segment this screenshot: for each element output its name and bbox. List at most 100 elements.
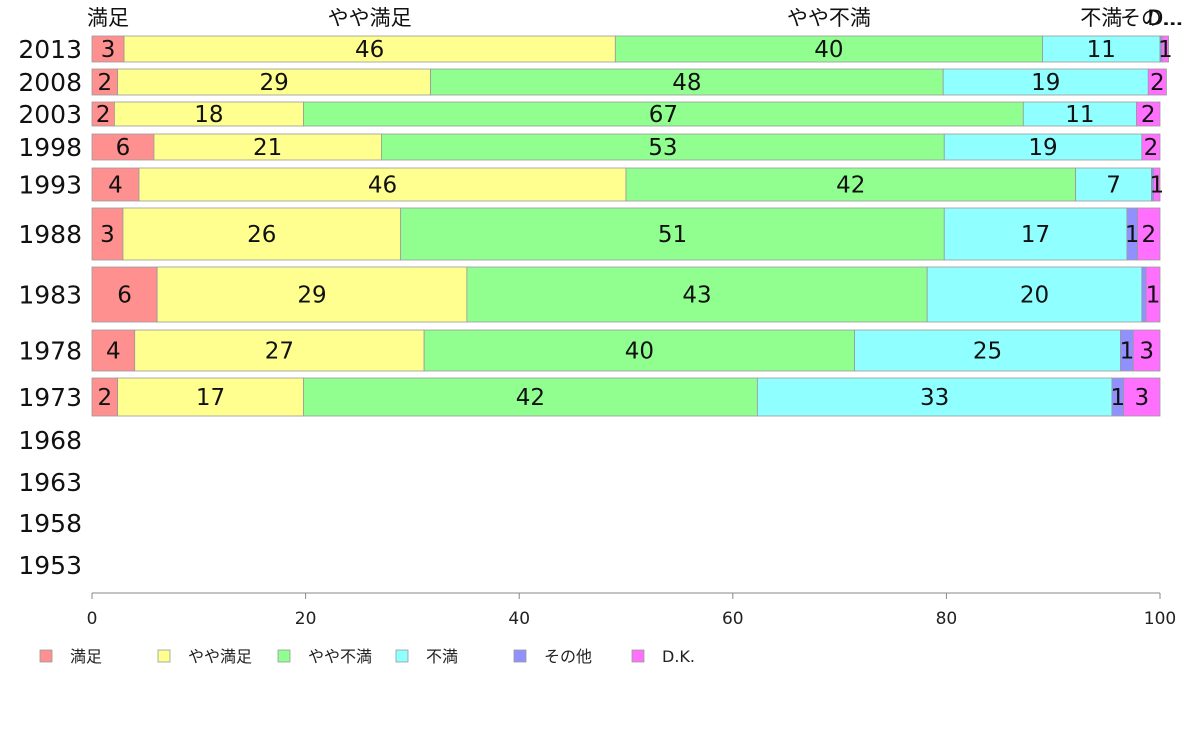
bar-value-label: 46 (368, 173, 397, 199)
bar-value-label: 25 (973, 339, 1002, 365)
bar-segment (91, 68, 119, 96)
bar-value-label: 21 (253, 135, 282, 161)
series-top-label: やや満足 (328, 6, 412, 30)
category-label: 1963 (18, 468, 82, 497)
bar-segment (625, 167, 1077, 202)
bar-segment (123, 35, 616, 63)
bar-segment (91, 133, 155, 161)
bar-segment (91, 35, 125, 63)
bar-value-label: 6 (117, 283, 132, 309)
bar-segment (854, 329, 1121, 372)
bar-value-label: 42 (516, 385, 545, 411)
bar-value-label: 1 (1158, 37, 1173, 63)
bar-value-label: 7 (1106, 173, 1121, 199)
category-label: 2003 (18, 100, 82, 129)
category-label: 1998 (18, 133, 82, 162)
bar-value-label: 1 (1110, 385, 1125, 411)
bar-segment (91, 207, 124, 261)
bar-value-label: 17 (1021, 222, 1050, 248)
bar-segment (1042, 35, 1161, 63)
x-tick-label: 0 (87, 609, 98, 629)
bar-segment (153, 133, 382, 161)
bar-value-label: 33 (920, 385, 949, 411)
bar-segment (466, 266, 928, 323)
bar-segment (91, 266, 158, 323)
bar-value-label: 4 (106, 339, 121, 365)
bar-value-label: 46 (355, 37, 384, 63)
x-tick-label: 60 (722, 609, 744, 629)
bar-value-label: 1 (1125, 222, 1140, 248)
bar-segment (1145, 266, 1161, 323)
legend-swatch (513, 649, 527, 663)
bar-value-label: 3 (101, 37, 116, 63)
bar-value-label: 1 (1146, 283, 1161, 309)
x-tick-label: 80 (936, 609, 958, 629)
bar-value-label: 29 (259, 70, 288, 96)
bar-value-label: 2 (1144, 135, 1159, 161)
legend-label: やや不満 (308, 647, 372, 666)
bar-segment (1161, 35, 1169, 63)
bar-value-label: 43 (682, 283, 711, 309)
bar-value-label: 2 (96, 102, 111, 128)
x-tick-label: 20 (295, 609, 317, 629)
bar-value-label: 1 (1149, 173, 1164, 199)
bar-value-label: 29 (297, 283, 326, 309)
bar-segment (1137, 207, 1161, 261)
bar-segment (91, 167, 140, 202)
bar-segment (400, 207, 945, 261)
bar-value-label: 6 (116, 135, 131, 161)
bar-segment (134, 329, 425, 372)
category-label: 1978 (18, 337, 82, 366)
series-top-label: 満足 (87, 6, 129, 30)
category-label: 1988 (18, 220, 82, 249)
bar-value-label: 2 (97, 70, 112, 96)
legend-label: やや満足 (188, 647, 252, 666)
bar-value-label: 2 (1141, 222, 1156, 248)
legend-swatch (157, 649, 171, 663)
x-tick-label: 40 (508, 609, 530, 629)
bar-segment (942, 68, 1149, 96)
bar-segment (381, 133, 945, 161)
category-label: 1968 (18, 426, 82, 455)
bar-value-label: 48 (672, 70, 701, 96)
bar-segment (1022, 101, 1137, 127)
legend-label: 満足 (70, 647, 102, 666)
legend-swatch (277, 649, 291, 663)
bar-value-label: 3 (100, 222, 115, 248)
category-label: 2008 (18, 68, 82, 97)
bar-value-label: 2 (97, 385, 112, 411)
bar-value-label: 2 (1141, 102, 1156, 128)
bar-value-label: 3 (1139, 339, 1154, 365)
bar-value-label: 3 (1135, 385, 1150, 411)
bar-value-label: 67 (649, 102, 678, 128)
bar-segment (1123, 377, 1161, 417)
series-top-label: その... (1120, 6, 1182, 30)
category-label: 1973 (18, 383, 82, 412)
bar-value-label: 40 (625, 339, 654, 365)
legend-label: 不満 (426, 647, 458, 666)
category-label: 1953 (18, 551, 82, 580)
bar-value-label: 11 (1065, 102, 1094, 128)
x-tick-label: 100 (1144, 609, 1176, 629)
bar-value-label: 19 (1031, 70, 1060, 96)
category-label: 1993 (18, 171, 82, 200)
bar-segment (756, 377, 1113, 417)
category-label: 2013 (18, 35, 82, 64)
bar-segment (943, 133, 1143, 161)
bar-value-label: 2 (1150, 70, 1165, 96)
bar-value-label: 53 (648, 135, 677, 161)
bar-value-label: 19 (1028, 135, 1057, 161)
bar-segment (1075, 167, 1152, 202)
series-top-label: D... (1147, 6, 1183, 30)
bar-value-label: 40 (814, 37, 843, 63)
bar-segment (1147, 68, 1167, 96)
bar-value-label: 11 (1087, 37, 1116, 63)
bar-value-label: 17 (196, 385, 225, 411)
bar-value-label: 20 (1020, 283, 1049, 309)
bar-segment (423, 329, 855, 372)
bar-value-label: 1 (1120, 339, 1135, 365)
category-label: 1983 (18, 281, 82, 310)
bar-value-label: 27 (265, 339, 294, 365)
legend-label: その他 (544, 647, 592, 666)
